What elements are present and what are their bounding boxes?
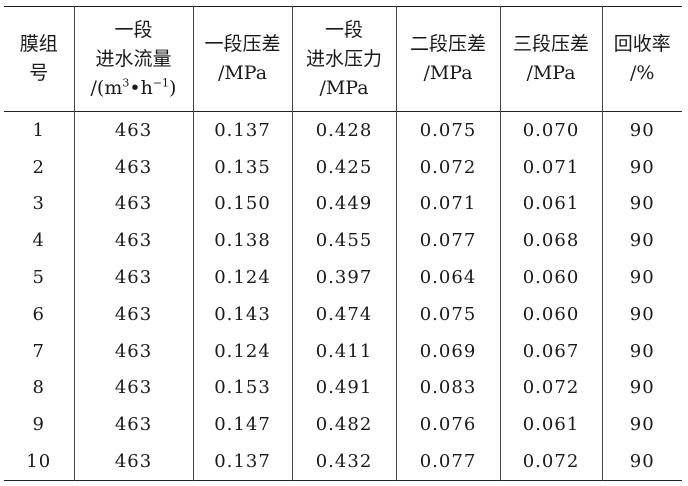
cell-stage3-diff: 0.070	[499, 111, 603, 149]
table-row: 5 463 0.124 0.397 0.064 0.060 90	[4, 259, 682, 296]
cell-recovery: 90	[601, 259, 682, 296]
table-row: 9 463 0.147 0.482 0.076 0.061 90	[4, 406, 682, 444]
cell-stage2-diff: 0.072	[395, 148, 501, 186]
table-row: 10 463 0.137 0.432 0.077 0.072 90	[4, 443, 682, 481]
header-stage2-pressure-diff: 二段压差 /MPa	[395, 6, 501, 112]
cell-group-no: 1	[4, 111, 75, 149]
header-stage1-pressure-diff: 一段压差 /MPa	[192, 6, 293, 112]
cell-inlet-pressure: 0.474	[291, 295, 397, 333]
cell-stage3-diff: 0.060	[499, 295, 603, 333]
cell-inflow: 463	[73, 111, 194, 149]
cell-recovery: 90	[601, 369, 682, 407]
table-header: 膜组 号 一段 进水流量 /(m3•h−1) 一段压差 /MPa 一段 进水压力…	[4, 6, 682, 112]
header-stage3-pressure-diff: 三段压差 /MPa	[499, 6, 603, 112]
cell-stage3-diff: 0.067	[499, 332, 603, 370]
header-stage1-inlet-pressure: 一段 进水压力 /MPa	[291, 6, 397, 112]
cell-stage1-diff: 0.135	[192, 148, 293, 186]
cell-inflow: 463	[73, 295, 194, 333]
cell-stage3-diff: 0.061	[499, 185, 603, 223]
cell-stage1-diff: 0.124	[192, 332, 293, 370]
cell-group-no: 5	[4, 259, 75, 296]
cell-stage2-diff: 0.069	[395, 332, 501, 370]
inflow-unit: /(m3•h−1)	[90, 76, 177, 99]
cell-group-no: 3	[4, 185, 75, 223]
cell-recovery: 90	[601, 185, 682, 223]
cell-stage1-diff: 0.150	[192, 185, 293, 223]
table-row: 7 463 0.124 0.411 0.069 0.067 90	[4, 332, 682, 370]
header-stage1-inflow: 一段 进水流量 /(m3•h−1)	[73, 6, 194, 112]
cell-stage3-diff: 0.060	[499, 259, 603, 296]
cell-inlet-pressure: 0.491	[291, 369, 397, 407]
cell-stage2-diff: 0.071	[395, 185, 501, 223]
cell-stage2-diff: 0.075	[395, 295, 501, 333]
cell-group-no: 2	[4, 148, 75, 186]
table-row: 4 463 0.138 0.455 0.077 0.068 90	[4, 222, 682, 260]
cell-stage2-diff: 0.064	[395, 259, 501, 296]
cell-recovery: 90	[601, 406, 682, 444]
cell-inlet-pressure: 0.397	[291, 259, 397, 296]
cell-group-no: 8	[4, 369, 75, 407]
table-row: 8 463 0.153 0.491 0.083 0.072 90	[4, 369, 682, 407]
cell-inflow: 463	[73, 443, 194, 481]
table-row: 6 463 0.143 0.474 0.075 0.060 90	[4, 295, 682, 333]
cell-inflow: 463	[73, 148, 194, 186]
data-table: 膜组 号 一段 进水流量 /(m3•h−1) 一段压差 /MPa 一段 进水压力…	[4, 6, 682, 481]
cell-inflow: 463	[73, 222, 194, 260]
cell-inlet-pressure: 0.432	[291, 443, 397, 481]
table-body: 1 463 0.137 0.428 0.075 0.070 90 2 463 0.135 0.425…	[4, 111, 682, 481]
cell-group-no: 9	[4, 406, 75, 444]
cell-stage2-diff: 0.076	[395, 406, 501, 444]
cell-stage1-diff: 0.124	[192, 259, 293, 296]
cell-group-no: 4	[4, 222, 75, 260]
cell-recovery: 90	[601, 148, 682, 186]
cell-group-no: 7	[4, 332, 75, 370]
cell-stage2-diff: 0.083	[395, 369, 501, 407]
cell-stage2-diff: 0.075	[395, 111, 501, 149]
cell-group-no: 6	[4, 295, 75, 333]
cell-inflow: 463	[73, 259, 194, 296]
cell-recovery: 90	[601, 332, 682, 370]
cell-recovery: 90	[601, 111, 682, 149]
cell-inlet-pressure: 0.428	[291, 111, 397, 149]
cell-recovery: 90	[601, 443, 682, 481]
cell-stage1-diff: 0.137	[192, 111, 293, 149]
cell-stage3-diff: 0.072	[499, 443, 603, 481]
cell-stage1-diff: 0.137	[192, 443, 293, 481]
header-recovery-rate: 回收率 /%	[601, 6, 682, 112]
header-membrane-group-no: 膜组 号	[4, 6, 75, 112]
cell-stage1-diff: 0.143	[192, 295, 293, 333]
cell-inlet-pressure: 0.455	[291, 222, 397, 260]
cell-inflow: 463	[73, 406, 194, 444]
header-row: 膜组 号 一段 进水流量 /(m3•h−1) 一段压差 /MPa 一段 进水压力…	[4, 6, 682, 112]
cell-inlet-pressure: 0.482	[291, 406, 397, 444]
cell-inlet-pressure: 0.449	[291, 185, 397, 223]
cell-stage1-diff: 0.138	[192, 222, 293, 260]
cell-stage3-diff: 0.071	[499, 148, 603, 186]
cell-stage3-diff: 0.068	[499, 222, 603, 260]
cell-inlet-pressure: 0.425	[291, 148, 397, 186]
cell-stage2-diff: 0.077	[395, 222, 501, 260]
table-row: 2 463 0.135 0.425 0.072 0.071 90	[4, 148, 682, 186]
cell-inflow: 463	[73, 185, 194, 223]
table-row: 3 463 0.150 0.449 0.071 0.061 90	[4, 185, 682, 223]
cell-stage1-diff: 0.153	[192, 369, 293, 407]
cell-stage3-diff: 0.072	[499, 369, 603, 407]
cell-group-no: 10	[4, 443, 75, 481]
cell-inflow: 463	[73, 332, 194, 370]
cell-stage1-diff: 0.147	[192, 406, 293, 444]
cell-recovery: 90	[601, 222, 682, 260]
cell-stage3-diff: 0.061	[499, 406, 603, 444]
cell-recovery: 90	[601, 295, 682, 333]
cell-stage2-diff: 0.077	[395, 443, 501, 481]
cell-inflow: 463	[73, 369, 194, 407]
cell-inlet-pressure: 0.411	[291, 332, 397, 370]
table-row: 1 463 0.137 0.428 0.075 0.070 90	[4, 111, 682, 149]
